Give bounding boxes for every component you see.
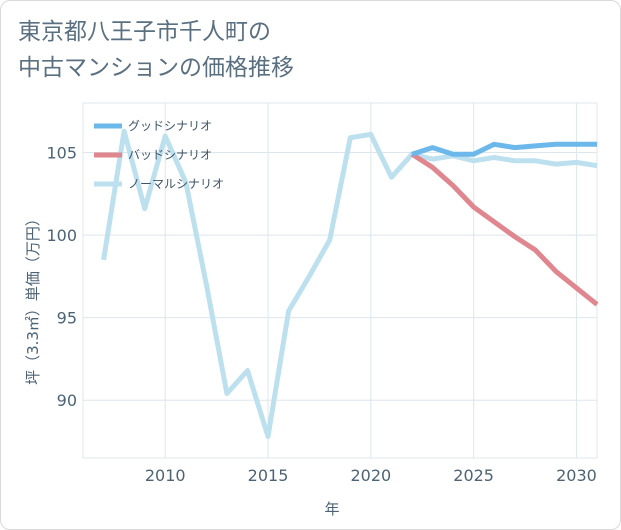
x-tick-label-2025: 2025 [453, 466, 494, 485]
x-tick-label-2015: 2015 [248, 466, 289, 485]
series-line-0 [411, 141, 597, 157]
chart-title: 東京都八王子市千人町の 中古マンションの価格推移 [18, 14, 294, 86]
series-line-2 [101, 128, 598, 439]
chart-title-line-1: 東京都八王子市千人町の [18, 19, 271, 45]
y-tick-label-100: 100 [46, 226, 77, 245]
x-axis-ticks: 2010 2015 2020 2025 2030 [145, 466, 597, 485]
grid-lines [82, 102, 598, 459]
legend-label-0: グッドシナリオ [128, 119, 212, 133]
chart-title-line-2: 中古マンションの価格推移 [18, 55, 294, 81]
x-tick-label-2010: 2010 [145, 466, 186, 485]
y-axis-label: 坪（3.3㎡）単価（万円） [24, 211, 42, 385]
x-tick-label-2020: 2020 [350, 466, 391, 485]
y-tick-label-95: 95 [57, 309, 77, 328]
y-axis-ticks: 90 95 100 105 [46, 144, 77, 411]
x-axis-label: 年 [324, 500, 339, 518]
y-tick-label-105: 105 [46, 144, 77, 163]
x-tick-label-2030: 2030 [556, 466, 597, 485]
plot-area-border [82, 102, 598, 459]
y-tick-label-90: 90 [57, 391, 77, 410]
legend-label-1: バッドシナリオ [128, 148, 212, 162]
series-line-1 [410, 152, 599, 307]
series-lines [101, 128, 599, 439]
legend-label-2: ノーマルシナリオ [128, 177, 224, 191]
